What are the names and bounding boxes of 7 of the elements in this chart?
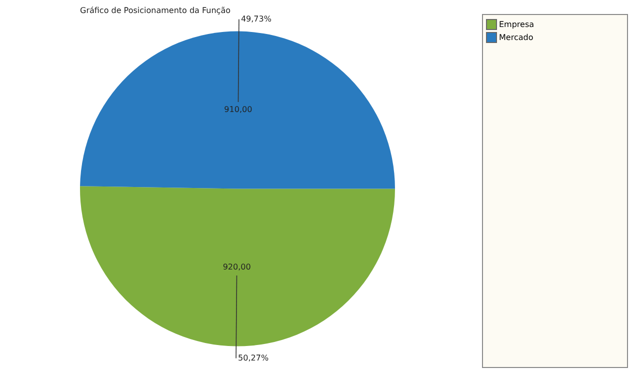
chart-title: Gráfico de Posicionamento da Função [80, 6, 231, 15]
data-label: 920,00 [222, 262, 251, 272]
text: 49,73% [240, 14, 272, 24]
legend-label: Mercado [499, 33, 534, 42]
data-label: 910,00 [224, 105, 252, 114]
legend-label: Empresa [499, 20, 534, 29]
text: 50,27% [238, 353, 269, 362]
